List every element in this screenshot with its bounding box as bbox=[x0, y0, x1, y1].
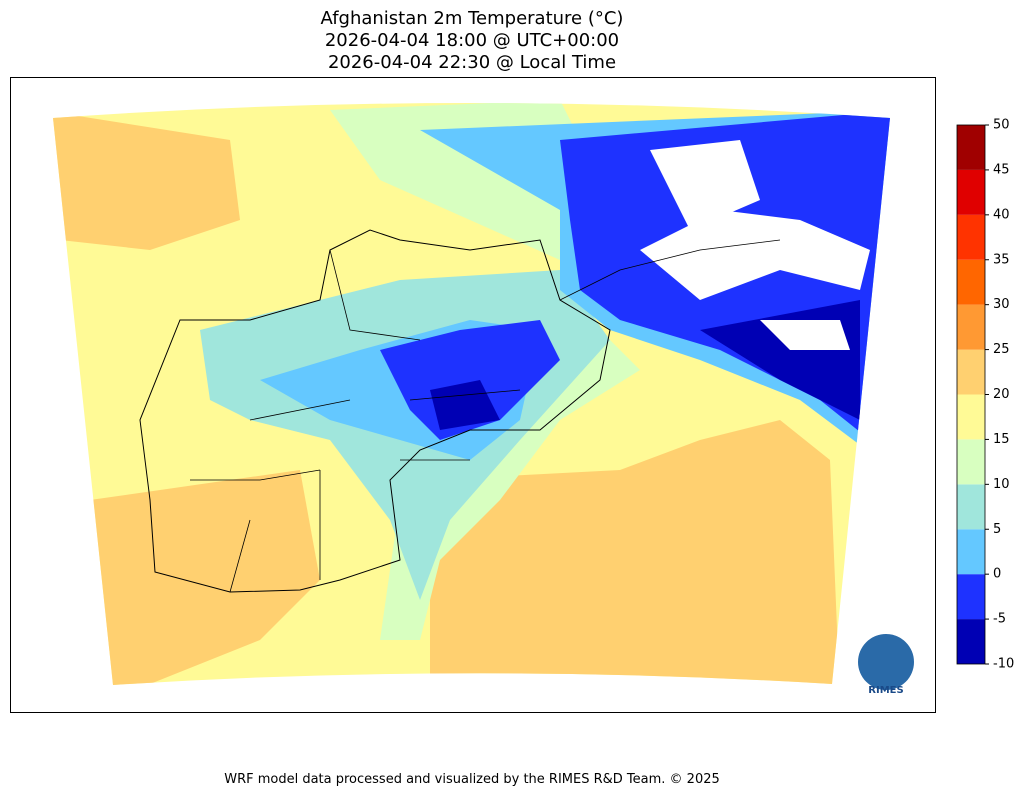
colorbar-bin bbox=[957, 349, 985, 395]
colorbar-tick-label: 25 bbox=[993, 342, 1010, 357]
title-line: 2026-04-04 22:30 @ Local Time bbox=[328, 52, 616, 73]
colorbar-bin bbox=[957, 169, 985, 215]
map-frame bbox=[10, 77, 936, 713]
colorbar-tick-label: -10 bbox=[993, 657, 1014, 672]
colorbar-tick-label: 30 bbox=[993, 297, 1010, 312]
footer: WRF model data processed and visualized … bbox=[224, 772, 720, 787]
colorbar-bin bbox=[957, 304, 985, 350]
colorbar-bin bbox=[957, 394, 985, 440]
colorbar-bin bbox=[957, 574, 985, 620]
colorbar-tick-label: -5 bbox=[993, 612, 1006, 627]
colorbar-bin bbox=[957, 484, 985, 530]
colorbar-tick-label: 40 bbox=[993, 207, 1010, 222]
colorbar-tick-label: 10 bbox=[993, 477, 1010, 492]
colorbar-tick-label: 50 bbox=[993, 118, 1010, 133]
title-line: 2026-04-04 18:00 @ UTC+00:00 bbox=[325, 30, 619, 51]
logo: RIMES bbox=[858, 634, 914, 696]
colorbar-bin bbox=[957, 259, 985, 305]
colorbar-bin bbox=[957, 439, 985, 485]
colorbar-tick-label: 45 bbox=[993, 162, 1010, 177]
colorbar-bin bbox=[957, 529, 985, 575]
colorbar-bin bbox=[957, 619, 985, 664]
colorbar-tick-label: 0 bbox=[993, 567, 1001, 582]
colorbar-bin bbox=[957, 125, 985, 170]
colorbar: -10 -5 0 5 10 15 20 25 30 35 40 45 50 bbox=[956, 118, 1014, 672]
colorbar-tick-label: 35 bbox=[993, 252, 1010, 267]
colorbar-tick-label: 5 bbox=[993, 522, 1001, 537]
map bbox=[53, 103, 890, 685]
colorbar-tick-label: 20 bbox=[993, 387, 1010, 402]
logo-text: RIMES bbox=[868, 685, 903, 696]
title-line: Afghanistan 2m Temperature (°C) bbox=[321, 8, 624, 29]
colorbar-tick-label: 15 bbox=[993, 432, 1010, 447]
colorbar-bin bbox=[957, 214, 985, 260]
